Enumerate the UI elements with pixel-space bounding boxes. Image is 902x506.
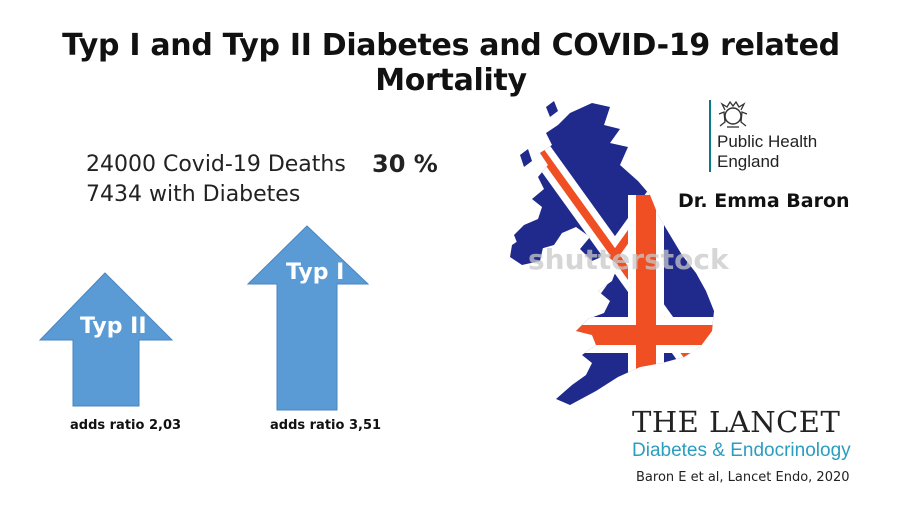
typ1-label: Typ I	[286, 260, 345, 285]
typ2-label: Typ II	[80, 314, 147, 339]
typ2-ratio: adds ratio 2,03	[70, 418, 182, 433]
typ1-arrow	[246, 225, 370, 411]
watermark-text: shutterstock	[528, 243, 729, 276]
phe-logo-text: Public Health England	[717, 132, 817, 172]
phe-line2: England	[717, 152, 780, 171]
slide-title: Typ I and Typ II Diabetes and COVID-19 r…	[62, 28, 840, 98]
phe-divider	[709, 100, 711, 172]
stats-block: 24000 Covid-19 Deaths 7434 with Diabetes	[86, 150, 346, 210]
journal-subtitle: Diabetes & Endocrinology	[632, 440, 851, 461]
typ1-ratio: adds ratio 3,51	[270, 418, 382, 433]
stats-diabetes: 7434 with Diabetes	[86, 182, 301, 207]
typ2-arrow	[38, 272, 174, 407]
uk-flag-map	[510, 101, 714, 405]
percentage-value: 30 %	[372, 150, 438, 178]
royal-crest-icon	[718, 100, 748, 128]
phe-line1: Public Health	[717, 132, 818, 151]
citation-text: Baron E et al, Lancet Endo, 2020	[636, 470, 850, 485]
stats-deaths: 24000 Covid-19 Deaths	[86, 152, 346, 177]
journal-name: THE LANCET	[632, 405, 841, 439]
presenter-name: Dr. Emma Baron	[678, 190, 850, 212]
